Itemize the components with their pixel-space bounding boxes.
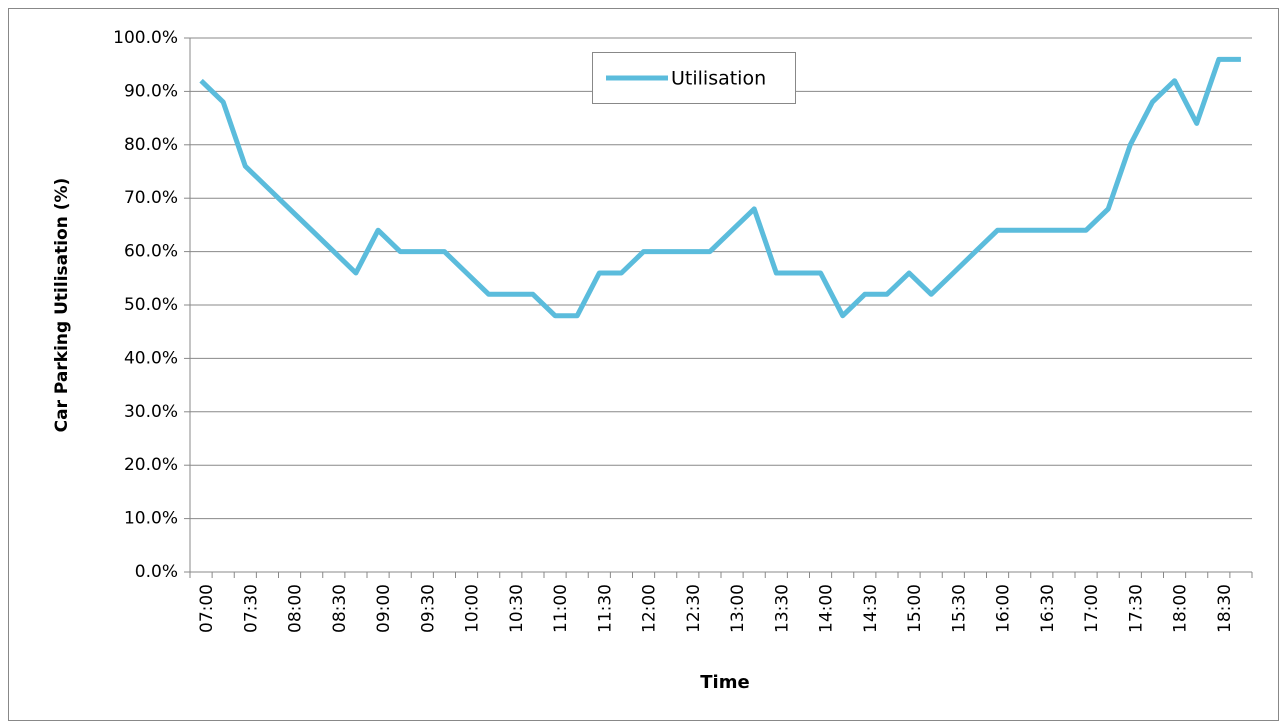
x-tick-label: 10:30 [507, 584, 527, 633]
y-tick-label: 30.0% [124, 402, 178, 422]
x-tick-label: 15:30 [949, 584, 969, 633]
y-tick-label: 40.0% [124, 348, 178, 368]
y-tick-label: 0.0% [135, 562, 178, 582]
y-tick-label: 50.0% [124, 295, 178, 315]
x-tick-label: 07:30 [241, 584, 261, 633]
x-tick-label: 18:00 [1171, 584, 1191, 633]
legend-label: Utilisation [671, 68, 766, 90]
x-tick-label: 10:00 [463, 584, 483, 633]
x-tick-label: 12:30 [684, 584, 704, 633]
x-tick-label: 14:00 [817, 584, 837, 633]
x-tick-label: 17:30 [1126, 584, 1146, 633]
x-tick-label: 17:00 [1082, 584, 1102, 633]
x-tick-label: 08:00 [286, 584, 306, 633]
x-tick-label: 08:30 [330, 584, 350, 633]
x-tick-label: 16:30 [1038, 584, 1058, 633]
x-tick-label: 09:00 [374, 584, 394, 633]
data-line [199, 56, 1241, 319]
x-tick-label: 16:00 [994, 584, 1014, 633]
x-tick-label: 15:00 [905, 584, 925, 633]
x-tick-label: 18:30 [1215, 584, 1235, 633]
x-tick-label: 13:30 [772, 584, 792, 633]
y-tick-label: 90.0% [124, 81, 178, 101]
y-axis-title: Car Parking Utilisation (%) [52, 178, 72, 433]
x-tick-label: 11:30 [595, 584, 615, 633]
chart-frame [8, 8, 1279, 721]
x-tick-label: 07:00 [197, 584, 217, 633]
x-tick-label: 13:00 [728, 584, 748, 633]
x-tick-label: 11:00 [551, 584, 571, 633]
y-tick-label: 80.0% [124, 135, 178, 155]
x-tick-label: 12:00 [640, 584, 660, 633]
x-tick-label: 09:30 [418, 584, 438, 633]
y-tick-label: 10.0% [124, 509, 178, 529]
x-axis-title: Time [700, 672, 749, 693]
y-tick-label: 60.0% [124, 242, 178, 262]
x-tick-label: 14:30 [861, 584, 881, 633]
y-tick-label: 100.0% [113, 28, 178, 48]
y-tick-label: 20.0% [124, 455, 178, 475]
y-tick-label: 70.0% [124, 188, 178, 208]
